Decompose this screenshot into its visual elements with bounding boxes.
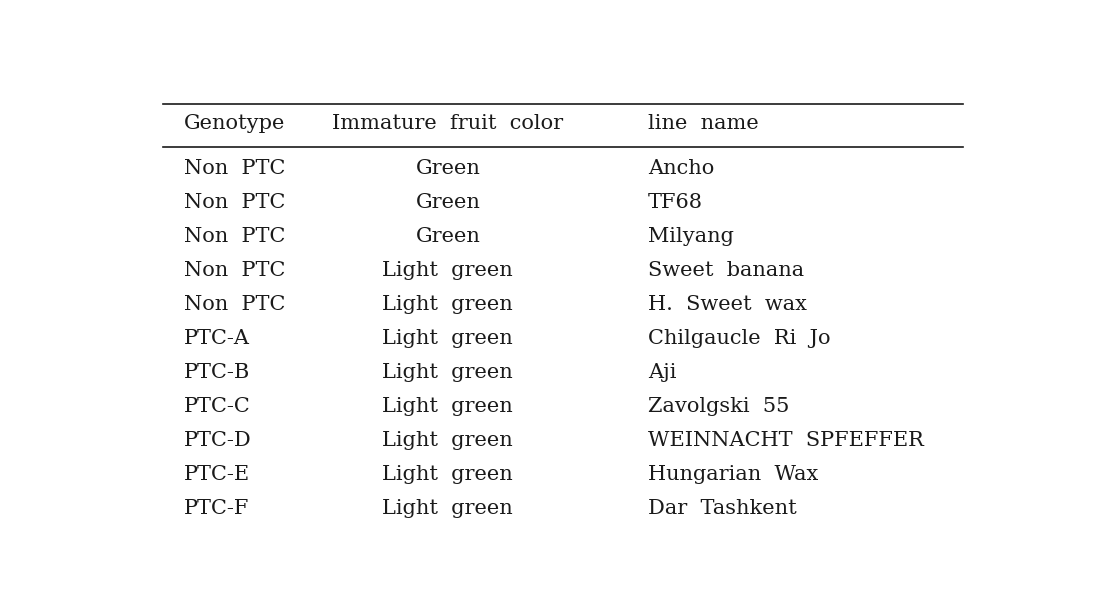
- Text: Aji: Aji: [648, 363, 676, 382]
- Text: Sweet  banana: Sweet banana: [648, 261, 804, 280]
- Text: Ancho: Ancho: [648, 159, 714, 177]
- Text: Chilgaucle  Ri  Jo: Chilgaucle Ri Jo: [648, 329, 830, 348]
- Text: Light  green: Light green: [382, 261, 513, 280]
- Text: Light  green: Light green: [382, 363, 513, 382]
- Text: TF68: TF68: [648, 193, 703, 212]
- Text: H.  Sweet  wax: H. Sweet wax: [648, 295, 807, 314]
- Text: Light  green: Light green: [382, 295, 513, 314]
- Text: Light  green: Light green: [382, 431, 513, 450]
- Text: Zavolgski  55: Zavolgski 55: [648, 397, 789, 416]
- Text: Green: Green: [415, 159, 480, 177]
- Text: PTC-D: PTC-D: [184, 431, 251, 450]
- Text: PTC-E: PTC-E: [184, 465, 250, 484]
- Text: Non  PTC: Non PTC: [184, 159, 285, 177]
- Text: PTC-A: PTC-A: [184, 329, 250, 348]
- Text: Hungarian  Wax: Hungarian Wax: [648, 465, 818, 484]
- Text: Dar  Tashkent: Dar Tashkent: [648, 499, 796, 518]
- Text: PTC-B: PTC-B: [184, 363, 250, 382]
- Text: PTC-C: PTC-C: [184, 397, 250, 416]
- Text: Immature  fruit  color: Immature fruit color: [333, 114, 563, 133]
- Text: PTC-F: PTC-F: [184, 499, 249, 518]
- Text: Milyang: Milyang: [648, 227, 733, 246]
- Text: Non  PTC: Non PTC: [184, 261, 285, 280]
- Text: Light  green: Light green: [382, 397, 513, 416]
- Text: Light  green: Light green: [382, 465, 513, 484]
- Text: Non  PTC: Non PTC: [184, 193, 285, 212]
- Text: Green: Green: [415, 193, 480, 212]
- Text: line  name: line name: [648, 114, 759, 133]
- Text: Genotype: Genotype: [184, 114, 285, 133]
- Text: Light  green: Light green: [382, 499, 513, 518]
- Text: WEINNACHT  SPFEFFER: WEINNACHT SPFEFFER: [648, 431, 923, 450]
- Text: Green: Green: [415, 227, 480, 246]
- Text: Non  PTC: Non PTC: [184, 227, 285, 246]
- Text: Light  green: Light green: [382, 329, 513, 348]
- Text: Non  PTC: Non PTC: [184, 295, 285, 314]
